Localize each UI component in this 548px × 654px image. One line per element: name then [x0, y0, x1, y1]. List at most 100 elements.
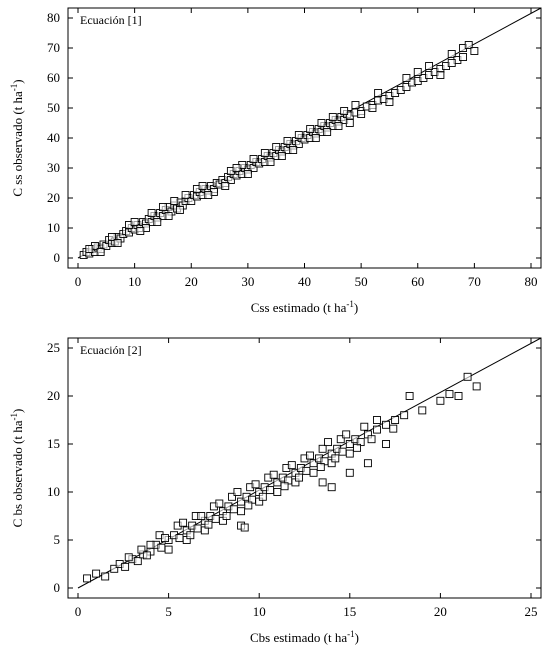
data-point [146, 540, 155, 549]
data-point [318, 444, 327, 453]
x-tick-label: 80 [525, 274, 538, 289]
data-point [147, 209, 156, 217]
y-axis-label: C bs observado (t ha-1) [9, 409, 25, 528]
data-point [374, 89, 383, 97]
data-point [338, 447, 347, 456]
data-point [153, 218, 162, 226]
data-point [353, 443, 361, 452]
data-point [280, 482, 289, 491]
x-tick-label: 40 [298, 274, 311, 289]
data-point [244, 501, 253, 510]
x-ticks: 0 10 20 30 40 50 60 70 80 [75, 8, 538, 289]
data-point [357, 110, 366, 118]
data-point [318, 478, 327, 487]
data-points [79, 41, 479, 259]
y-tick-label: 10 [47, 220, 60, 235]
data-point [249, 155, 258, 163]
data-point [142, 551, 151, 560]
data-point [211, 514, 220, 523]
data-point [204, 191, 213, 199]
data-point [345, 468, 354, 477]
data-point [385, 98, 394, 106]
plot-frame [67, 337, 542, 599]
data-point [273, 488, 282, 496]
x-axis-label-main: Css estimado (t ha [251, 300, 347, 315]
data-point [324, 438, 333, 447]
x-tick-label: 5 [165, 604, 172, 619]
y-tick-label: 70 [47, 40, 60, 55]
x-axis-label-end: ) [354, 300, 358, 315]
data-point [327, 483, 336, 492]
data-point [345, 119, 354, 127]
x-tick-label: 20 [185, 274, 198, 289]
y-tick-label: 80 [47, 10, 60, 25]
data-point [96, 248, 105, 256]
x-axis-label-end: ) [355, 630, 359, 645]
data-point [311, 134, 320, 142]
data-point [436, 396, 445, 405]
x-tick-label: 50 [355, 274, 368, 289]
data-point [363, 459, 372, 468]
y-axis-label-end: ) [10, 79, 25, 83]
data-point [222, 512, 231, 520]
data-point [215, 499, 224, 508]
y-ticks: 0 5 10 15 20 25 [47, 340, 541, 595]
data-point [305, 451, 314, 460]
x-tick-label: 70 [468, 274, 481, 289]
data-point [289, 146, 298, 154]
data-point [368, 104, 377, 112]
data-point [360, 422, 369, 431]
data-point [251, 480, 260, 489]
data-point [193, 524, 202, 533]
data-point [436, 71, 445, 79]
data-point [373, 416, 381, 424]
x-tick-label: 30 [241, 274, 254, 289]
data-point [459, 53, 467, 61]
data-point [389, 424, 398, 433]
data-point [161, 534, 169, 543]
data-point [124, 553, 133, 562]
data-point [108, 233, 116, 241]
x-axis-label-superscript: -1 [347, 629, 355, 639]
data-point [402, 83, 411, 91]
data-point [464, 41, 473, 49]
data-point [170, 197, 179, 205]
x-axis-label-superscript: -1 [346, 299, 354, 309]
data-point [351, 101, 360, 109]
data-point [221, 182, 230, 190]
data-point [133, 557, 142, 566]
x-tick-label: 10 [253, 604, 266, 619]
y-tick-label: 50 [47, 100, 60, 115]
data-point [472, 382, 481, 391]
data-point [402, 74, 411, 82]
data-point [336, 435, 345, 444]
x-tick-label: 10 [128, 274, 141, 289]
data-point [316, 463, 325, 471]
data-point [130, 218, 139, 226]
data-point [157, 543, 166, 552]
data-point [367, 435, 376, 444]
data-point [269, 470, 278, 479]
data-point [229, 505, 238, 514]
data-point [328, 113, 337, 121]
x-ticks: 0 5 10 15 20 25 [75, 338, 538, 619]
data-point [334, 122, 343, 130]
data-point [243, 170, 252, 178]
y-axis-label-end: ) [10, 409, 25, 413]
data-point [228, 492, 236, 501]
data-points [83, 372, 481, 583]
data-point [113, 239, 122, 247]
data-point [175, 206, 184, 214]
y-axis-label-main: C bs observado (t ha [10, 420, 25, 527]
data-point [400, 411, 409, 420]
x-tick-label: 0 [75, 604, 82, 619]
panel-ecuacion-2: Ecuación [2] 0 5 10 15 20 25 0 5 10 15 20 25 Cbs e… [9, 337, 542, 645]
panel-title: Ecuación [1] [80, 13, 142, 27]
y-axis-label-superscript: -1 [9, 413, 19, 421]
y-axis-label: C ss observado (t ha-1) [9, 79, 25, 196]
x-axis-label: Cbs estimado (t ha-1) [250, 629, 359, 645]
data-point [454, 392, 463, 400]
data-point [382, 440, 390, 448]
data-point [340, 107, 349, 115]
